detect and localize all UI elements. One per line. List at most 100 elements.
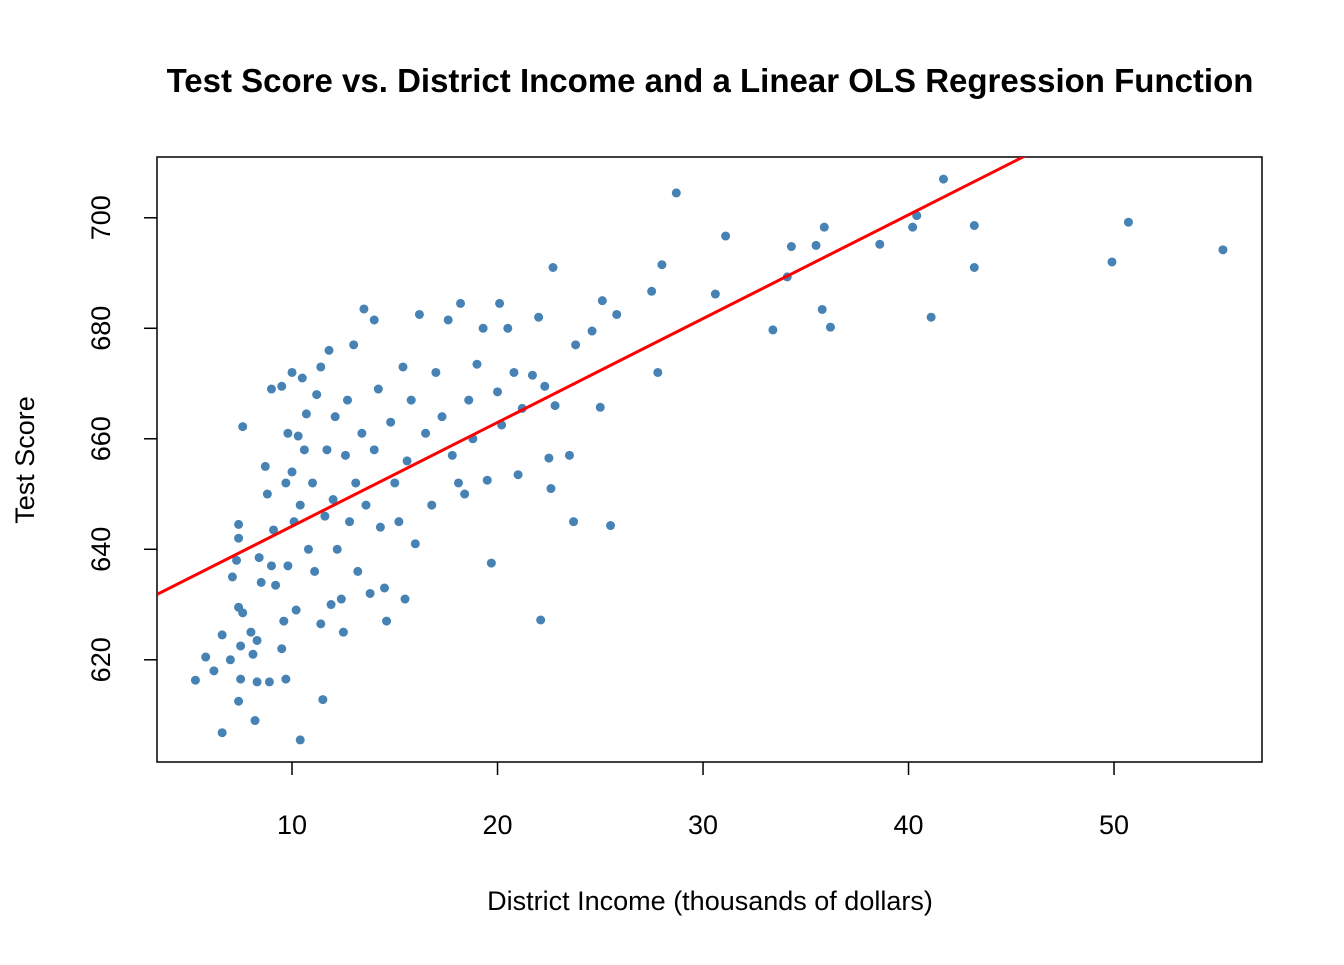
data-point — [536, 615, 546, 625]
data-point — [414, 309, 424, 319]
data-point — [308, 478, 318, 488]
data-point — [938, 174, 948, 184]
data-point — [606, 521, 616, 531]
data-point — [817, 304, 827, 314]
y-axis-label: Test Score — [10, 396, 40, 524]
data-point — [248, 649, 258, 659]
data-point — [201, 652, 211, 662]
data-point — [548, 263, 558, 273]
regression-line — [157, 157, 1027, 596]
data-point — [671, 188, 681, 198]
data-point — [225, 655, 235, 665]
data-point — [398, 362, 408, 372]
data-point — [234, 696, 244, 706]
data-point — [357, 428, 367, 438]
data-point — [217, 630, 227, 640]
regression-group — [157, 157, 1027, 596]
data-point — [819, 222, 829, 232]
data-point — [234, 533, 244, 543]
data-point — [353, 566, 363, 576]
data-point — [595, 402, 605, 412]
data-point — [382, 616, 392, 626]
data-point — [647, 286, 657, 296]
data-point — [544, 453, 554, 463]
data-point — [287, 367, 297, 377]
data-point — [472, 359, 482, 369]
data-point — [283, 428, 293, 438]
data-point — [291, 605, 301, 615]
data-point — [277, 381, 287, 391]
data-point — [482, 475, 492, 485]
data-point — [295, 500, 305, 510]
data-point — [653, 367, 663, 377]
y-tick-label: 640 — [86, 527, 116, 572]
data-point — [238, 608, 248, 618]
data-point — [550, 401, 560, 411]
data-point — [540, 381, 550, 391]
data-point — [571, 340, 581, 350]
data-point — [322, 445, 332, 455]
data-point — [238, 422, 248, 432]
data-point — [721, 231, 731, 241]
data-point — [406, 395, 416, 405]
data-point — [227, 572, 237, 582]
data-point — [299, 445, 309, 455]
data-point — [587, 326, 597, 336]
data-point — [365, 588, 375, 598]
data-point — [657, 260, 667, 270]
data-point — [825, 322, 835, 332]
data-point — [351, 478, 361, 488]
data-point — [312, 390, 322, 400]
data-point — [232, 555, 242, 565]
data-point — [281, 674, 291, 684]
data-point — [546, 484, 556, 494]
data-point — [349, 340, 359, 350]
data-point — [768, 325, 778, 335]
data-point — [534, 312, 544, 322]
data-point — [400, 594, 410, 604]
data-point — [279, 616, 289, 626]
data-point — [271, 580, 281, 590]
y-tick-label: 620 — [86, 637, 116, 682]
data-point — [431, 367, 441, 377]
data-point — [209, 666, 219, 676]
data-point — [969, 263, 979, 273]
data-point — [495, 298, 505, 308]
data-point — [281, 478, 291, 488]
data-point — [597, 296, 607, 306]
data-point — [256, 577, 266, 587]
data-point — [264, 677, 274, 687]
data-point — [379, 583, 389, 593]
data-point — [310, 566, 320, 576]
data-point — [297, 373, 307, 383]
data-point — [345, 517, 355, 527]
data-point — [373, 384, 383, 394]
data-point — [427, 500, 437, 510]
data-point — [252, 677, 262, 687]
data-point — [402, 456, 412, 466]
data-point — [340, 450, 350, 460]
data-point — [969, 221, 979, 231]
data-point — [386, 417, 396, 427]
x-tick-label: 40 — [894, 810, 924, 840]
data-point — [283, 561, 293, 571]
y-tick-label: 660 — [86, 416, 116, 461]
data-point — [254, 553, 264, 563]
data-point — [330, 412, 340, 422]
data-point — [252, 635, 262, 645]
data-point — [250, 716, 260, 726]
data-point — [460, 489, 470, 499]
data-point — [236, 674, 246, 684]
data-point — [513, 470, 523, 480]
data-point — [527, 370, 537, 380]
data-point — [260, 461, 270, 471]
data-point — [269, 525, 279, 535]
data-point — [410, 539, 420, 549]
data-point — [390, 478, 400, 488]
data-point — [217, 728, 227, 738]
data-point — [301, 409, 311, 419]
data-point — [811, 240, 821, 250]
data-point — [318, 695, 328, 705]
data-point — [875, 239, 885, 249]
